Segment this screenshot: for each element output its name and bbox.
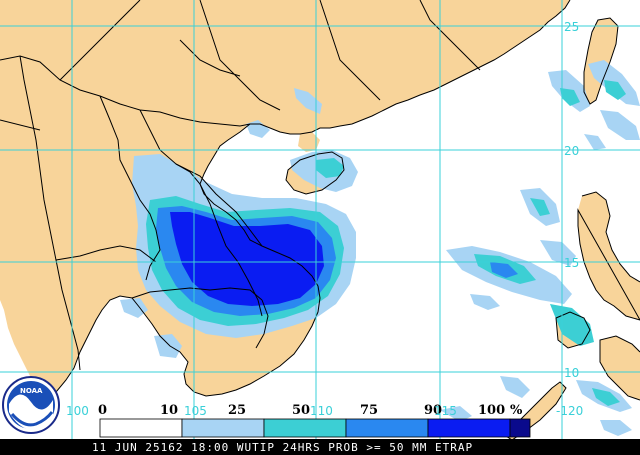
swath-scs-2 — [530, 198, 550, 216]
swath-guangdong — [294, 88, 322, 114]
noaa-logo: NOAA — [2, 376, 60, 434]
border-china-south — [0, 55, 251, 127]
coast-mainland — [49, 0, 571, 403]
swath-scs-7 — [550, 304, 594, 346]
swath-hainan-2 — [316, 158, 344, 178]
swath-west-2 — [120, 298, 148, 318]
lon-label-110: 110 — [310, 404, 333, 418]
land-luzon — [578, 192, 640, 320]
legend-value-100: 100 — [478, 403, 505, 418]
legend: 0 10 25 50 75 90 100 % — [98, 403, 531, 438]
border-thai-cambodia — [131, 287, 263, 301]
swath-east-2 — [584, 134, 606, 150]
land-leizhou — [298, 132, 320, 152]
swath-scs-8 — [470, 294, 500, 310]
legend-value-0: 0 — [98, 403, 107, 418]
legend-bin-0 — [99, 418, 183, 438]
lon-label-105: 105 — [184, 404, 207, 418]
noaa-logo-wave — [10, 411, 54, 427]
land-visayas — [600, 336, 640, 400]
legend-bin-75 — [427, 418, 511, 438]
land-mainland — [0, 0, 570, 402]
swath-south-4 — [440, 406, 472, 422]
lon-label-100: 100 — [66, 404, 89, 418]
lon-labels: 100 105 110 115 -120 — [66, 404, 583, 418]
border-thai-laos — [55, 245, 157, 263]
legend-bin-10 — [181, 418, 265, 438]
swath-south-3 — [592, 388, 620, 406]
swath-east-1 — [600, 110, 640, 140]
border-cambodia-vn — [255, 299, 269, 349]
border-myanmar — [19, 55, 81, 371]
swath-taiwan-2 — [560, 88, 580, 106]
swath-south-5 — [600, 420, 632, 436]
lat-label-15: 15 — [564, 256, 579, 270]
legend-bin-90 — [509, 418, 531, 438]
legend-value-50: 50 — [292, 403, 310, 418]
legend-value-25: 25 — [228, 403, 246, 418]
swath-south-1 — [500, 376, 530, 398]
border-vn-inner — [175, 163, 263, 247]
lat-label-10: 10 — [564, 366, 579, 380]
legend-bin-25 — [263, 418, 347, 438]
noaa-logo-text: NOAA — [20, 387, 43, 395]
lat-labels: 25 20 15 10 — [564, 20, 579, 380]
lon-label-120: -120 — [556, 404, 583, 418]
border-laos-west — [99, 95, 161, 281]
legend-value-90: 90 — [424, 403, 442, 418]
legend-value-10: 10 — [160, 403, 178, 418]
lat-label-25: 25 — [564, 20, 579, 34]
lat-label-20: 20 — [564, 144, 579, 158]
footer-bar — [0, 439, 640, 455]
coast-mindoro — [555, 311, 591, 349]
swath-west-1 — [154, 334, 182, 358]
swath-p75 — [170, 212, 324, 306]
prob-swaths — [120, 60, 640, 436]
lon-label-115: 115 — [434, 404, 457, 418]
border-provinces-china — [0, 0, 481, 131]
coast-luzon — [577, 191, 640, 321]
swath-scs-6 — [540, 240, 576, 266]
coast-visayas — [599, 335, 640, 401]
footer-caption: 11 JUN 25162 18:00 WUTIP 24HRS PROB >= 5… — [92, 441, 473, 454]
coast-hainan — [285, 151, 345, 195]
legend-value-75: 75 — [360, 403, 378, 418]
borders — [0, 0, 640, 441]
swath-taiwan-4 — [604, 80, 626, 100]
legend-percent: % — [510, 403, 523, 418]
swath-scs-5 — [490, 262, 518, 278]
legend-bin-50 — [345, 418, 429, 438]
